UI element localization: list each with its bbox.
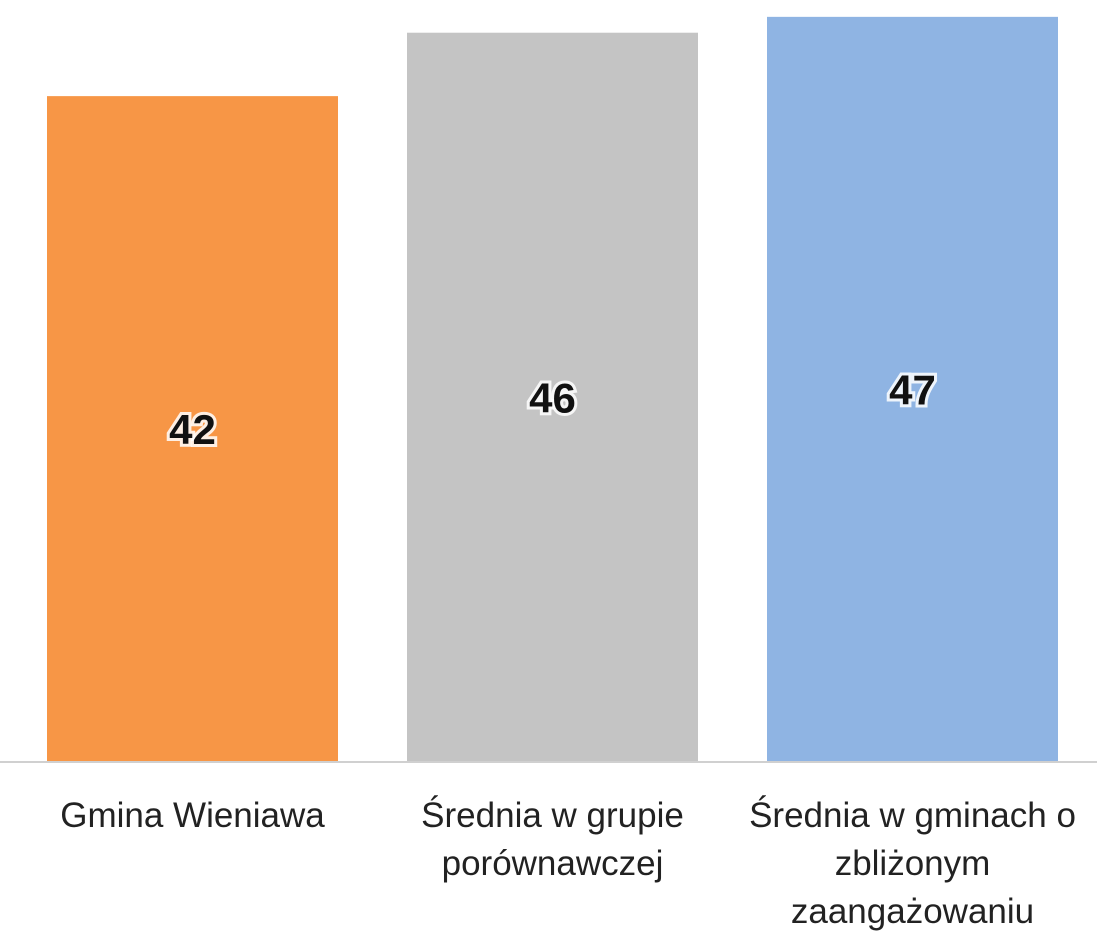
x-tick-label: Średnia w gminach o zbliżonym zaangażowa… (749, 796, 1076, 931)
x-tick-label: Gmina Wieniawa (60, 796, 325, 835)
x-tick-label: Średnia w grupie porównawczej (421, 796, 684, 883)
bar (407, 32, 698, 763)
value-label: 42 (169, 406, 216, 453)
bar (47, 96, 338, 762)
bar (767, 16, 1058, 762)
value-label: 46 (529, 374, 576, 421)
value-label: 47 (889, 367, 936, 414)
